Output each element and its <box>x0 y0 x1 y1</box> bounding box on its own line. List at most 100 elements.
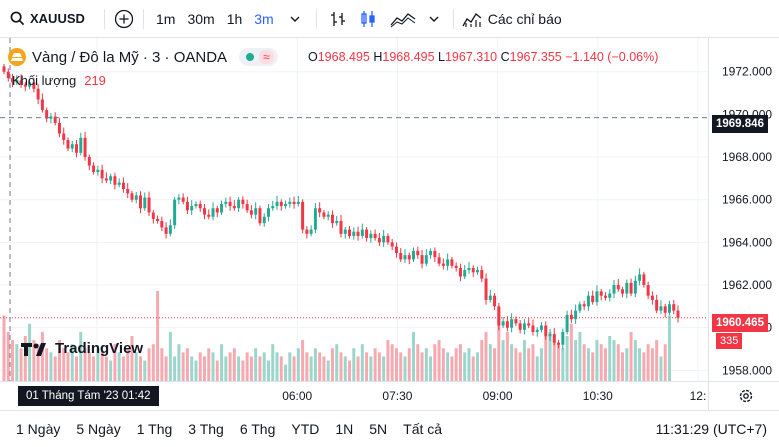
symbol-search[interactable]: XAUUSD <box>0 0 104 38</box>
volume-bar <box>211 352 215 381</box>
range-1m-button[interactable]: 1 Thg <box>136 421 173 437</box>
candle-body <box>390 242 394 247</box>
volume-bar <box>497 307 501 381</box>
volume-bar <box>552 340 556 381</box>
time-axis-label: 12: <box>690 389 707 403</box>
volume-bar <box>87 352 91 381</box>
volume-bar <box>458 344 462 381</box>
range-1d-button[interactable]: 1 Ngày <box>16 421 61 437</box>
volume-bar <box>194 360 198 381</box>
volume-bar <box>198 352 202 381</box>
volume-bar <box>399 352 403 381</box>
volume-bar <box>160 348 164 381</box>
chart-legend: Vàng / Đô la Mỹ · 3 · OANDA ≈ <box>8 47 278 67</box>
volume-bar <box>249 356 253 381</box>
market-status-pill[interactable]: ≈ <box>239 48 278 66</box>
candle-body <box>104 178 108 181</box>
candle-body <box>386 235 390 243</box>
time-axis-label: 06:00 <box>282 389 312 403</box>
candle-body <box>23 84 27 87</box>
volume-bar <box>365 352 369 381</box>
volume-bar <box>258 356 262 381</box>
volume-bar <box>608 336 612 381</box>
volume-legend[interactable]: Khối lượng 219 <box>12 73 106 88</box>
candle-body <box>275 201 279 207</box>
volume-bar <box>318 352 322 381</box>
volume-bar <box>356 356 360 381</box>
bar-chart-type-button[interactable] <box>323 0 353 38</box>
chart-type-dropdown[interactable] <box>423 0 445 38</box>
volume-bar <box>360 344 364 381</box>
volume-bar <box>177 344 181 381</box>
range-3m-button[interactable]: 3 Thg <box>188 421 224 437</box>
interval-dropdown[interactable] <box>280 0 310 38</box>
crosshair-time-tag: 01 Tháng Tám '23 01:42 <box>18 386 159 406</box>
volume-bar <box>450 356 454 381</box>
interval-1h[interactable]: 1h <box>226 10 243 27</box>
candle-body <box>92 165 96 172</box>
volume-bar <box>96 348 100 381</box>
candle-body <box>83 137 87 158</box>
high-value: 1968.495 <box>382 50 435 64</box>
volume-bar <box>582 344 586 381</box>
candle-body <box>561 331 565 345</box>
compare-symbol-button[interactable] <box>105 0 143 38</box>
volume-bar <box>284 364 288 381</box>
volume-bar <box>646 344 650 381</box>
candle-body <box>19 80 23 85</box>
volume-bar <box>32 340 36 381</box>
tradingview-watermark[interactable]: TradingView <box>20 340 143 357</box>
volume-bar <box>130 336 134 381</box>
candle-chart-type-button[interactable] <box>353 0 383 38</box>
candle-body <box>625 282 629 294</box>
range-1y-button[interactable]: 1N <box>335 421 354 437</box>
candle-body <box>117 182 121 185</box>
volume-bar <box>625 348 629 381</box>
range-5y-button[interactable]: 5N <box>369 421 388 437</box>
candle-body <box>313 208 317 230</box>
candle-body <box>203 208 206 215</box>
interval-30m[interactable]: 30m <box>187 10 215 27</box>
volume-bar <box>305 352 309 381</box>
candle-body <box>527 323 531 326</box>
area-chart-type-button[interactable] <box>383 0 423 38</box>
volume-bar <box>271 344 275 381</box>
volume-bar <box>348 360 352 381</box>
candle-body <box>228 201 232 207</box>
range-ytd-button[interactable]: YTD <box>291 421 320 437</box>
chevron-down-icon <box>429 16 439 22</box>
candle-body <box>642 274 646 286</box>
volume-bar <box>501 340 505 381</box>
volume-bar <box>109 360 113 381</box>
change-value: −1.140 (−0.06%) <box>565 50 659 64</box>
gear-icon[interactable] <box>738 388 754 404</box>
volume-bar <box>237 356 241 381</box>
symbol-label: XAUUSD <box>30 11 85 26</box>
timezone-clock[interactable]: 11:31:29 (UTC+7) <box>655 421 767 437</box>
candle-body <box>62 133 66 140</box>
candle-body <box>629 282 633 294</box>
volume-bar <box>173 356 177 381</box>
interval-1m[interactable]: 1m <box>156 10 176 27</box>
indicators-button[interactable]: Các chỉ báo <box>454 0 562 38</box>
range-all-button[interactable]: Tất cả <box>403 421 443 437</box>
legend-title[interactable]: Vàng / Đô la Mỹ · 3 · OANDA <box>32 48 228 66</box>
candle-body <box>296 201 300 204</box>
candle-body <box>113 176 117 185</box>
candle-body <box>599 291 603 296</box>
volume-bar <box>164 356 168 381</box>
volume-bar <box>53 356 57 381</box>
volume-bar <box>591 352 595 381</box>
volume-bar <box>586 348 590 381</box>
interval-3m[interactable]: 3m <box>254 10 274 27</box>
candle-body <box>467 267 471 271</box>
range-6m-button[interactable]: 6 Thg <box>239 421 276 437</box>
candle-body <box>134 195 138 200</box>
candle-body <box>305 229 309 234</box>
candle-body <box>544 325 548 337</box>
candle-body <box>177 197 181 200</box>
candle-body <box>130 193 134 200</box>
volume-bar <box>15 344 19 381</box>
range-5d-button[interactable]: 5 Ngày <box>76 421 121 437</box>
volume-bar <box>522 340 526 381</box>
